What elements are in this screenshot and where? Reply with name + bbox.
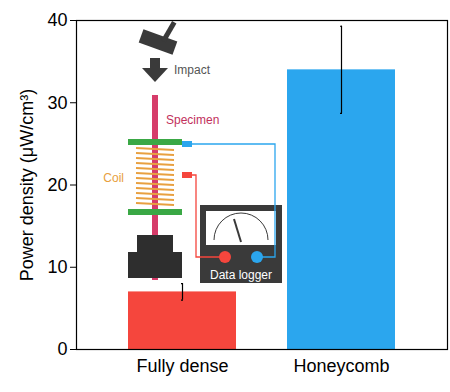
svg-text:Honeycomb: Honeycomb [293, 356, 389, 376]
svg-text:20: 20 [47, 175, 67, 195]
svg-text:10: 10 [47, 257, 67, 277]
svg-text:Power density (μW/cm³): Power density (μW/cm³) [17, 89, 37, 281]
svg-text:Impact: Impact [174, 63, 211, 77]
svg-text:Data logger: Data logger [210, 268, 272, 282]
svg-text:Coil: Coil [103, 171, 124, 185]
svg-text:30: 30 [47, 93, 67, 113]
svg-text:40: 40 [47, 10, 67, 30]
svg-text:Specimen: Specimen [166, 113, 219, 127]
svg-text:Fully dense: Fully dense [136, 356, 228, 376]
svg-text:0: 0 [57, 339, 67, 359]
